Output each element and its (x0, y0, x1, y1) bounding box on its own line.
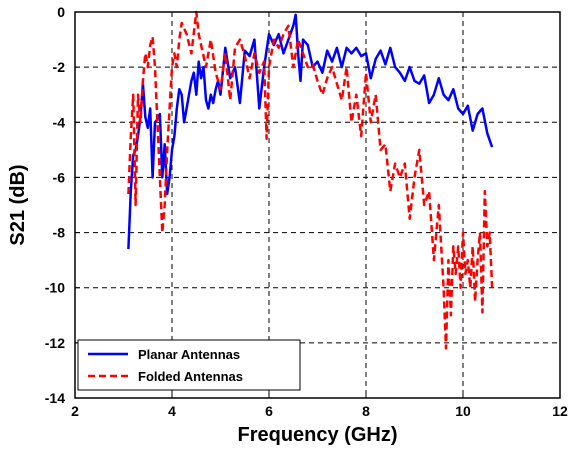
x-tick-label: 2 (71, 403, 79, 419)
series-group (127, 10, 494, 350)
ticks: 2 4 6 8 10 12 -14 -12 -10 -8 -6 -4 -2 0 (45, 4, 568, 419)
x-tick-label: 8 (362, 403, 370, 419)
x-tick-label: 10 (455, 403, 471, 419)
legend-label-planar: Planar Antennas (138, 347, 240, 362)
x-axis-title: Frequency (GHz) (237, 424, 397, 446)
x-tick-label: 4 (168, 403, 176, 419)
y-tick-label: -2 (53, 59, 66, 75)
x-tick-label: 12 (552, 403, 568, 419)
series-line-folded (127, 10, 494, 350)
series-line-planar (127, 13, 494, 250)
legend-box (77, 339, 301, 391)
legend: Planar Antennas Folded Antennas (77, 339, 301, 391)
y-tick-label: -10 (45, 280, 65, 296)
y-axis-title: S21 (dB) (7, 164, 29, 245)
y-tick-label: -6 (53, 169, 66, 185)
legend-label-folded: Folded Antennas (138, 369, 243, 384)
y-tick-label: -8 (53, 225, 66, 241)
x-tick-label: 6 (265, 403, 273, 419)
y-tick-label: -12 (45, 335, 65, 351)
y-tick-label: -14 (45, 390, 65, 406)
plot-frame (74, 11, 561, 399)
y-tick-label: 0 (57, 4, 65, 20)
y-tick-label: -4 (53, 114, 66, 130)
